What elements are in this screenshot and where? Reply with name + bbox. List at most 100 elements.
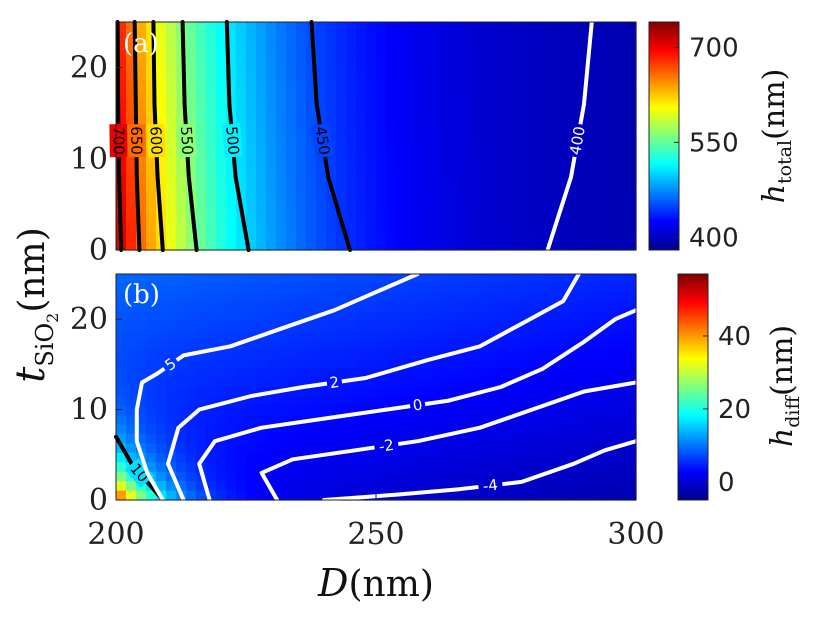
heatmap-cell — [356, 31, 367, 42]
heatmap-cell — [266, 274, 277, 285]
heatmap-cell — [296, 377, 307, 388]
heatmap-cell — [326, 424, 337, 435]
heatmap-cell — [236, 88, 247, 99]
heatmap-cell — [126, 69, 137, 80]
heatmap-cell — [306, 69, 317, 80]
heatmap-cell — [306, 396, 317, 407]
heatmap-cell — [266, 292, 277, 303]
heatmap-cell — [606, 155, 617, 166]
heatmap-cell — [426, 368, 437, 379]
heatmap-cell — [546, 349, 557, 360]
heatmap-cell — [596, 396, 607, 407]
heatmap-cell — [156, 462, 167, 473]
heatmap-cell — [626, 415, 637, 426]
heatmap-cell — [336, 292, 347, 303]
heatmap-cell — [506, 145, 517, 156]
heatmap-cell — [396, 79, 407, 90]
heatmap-cell — [236, 452, 247, 463]
heatmap-cell — [226, 358, 237, 369]
heatmap-cell — [406, 231, 417, 242]
heatmap-cell — [616, 50, 627, 61]
heatmap-cell — [436, 405, 447, 416]
heatmap-cell — [386, 145, 397, 156]
heatmap-cell — [336, 136, 347, 147]
heatmap-cell — [486, 79, 497, 90]
heatmap-cell — [266, 174, 277, 185]
heatmap-cell — [116, 155, 127, 166]
heatmap-cell — [196, 490, 207, 501]
heatmap-cell — [466, 155, 477, 166]
heatmap-cell — [336, 339, 347, 350]
heatmap-cell — [366, 424, 377, 435]
heatmap-cell — [136, 311, 147, 322]
heatmap-cell — [416, 174, 427, 185]
heatmap-cell — [386, 358, 397, 369]
heatmap-cell — [216, 88, 227, 99]
heatmap-cell — [136, 321, 147, 332]
heatmap-cell — [386, 471, 397, 482]
heatmap-cell — [456, 321, 467, 332]
heatmap-cell — [276, 274, 287, 285]
heatmap-cell — [326, 321, 337, 332]
heatmap-cell — [256, 415, 267, 426]
heatmap-cell — [486, 88, 497, 99]
heatmap-cell — [226, 231, 237, 242]
heatmap-cell — [566, 231, 577, 242]
heatmap-cell — [146, 339, 157, 350]
heatmap-cell — [606, 368, 617, 379]
heatmap-cell — [326, 126, 337, 137]
heatmap-cell — [276, 292, 287, 303]
heatmap-cell — [486, 202, 497, 213]
heatmap-cell — [206, 145, 217, 156]
heatmap-cell — [256, 452, 267, 463]
heatmap-cell — [566, 88, 577, 99]
heatmap-cell — [536, 126, 547, 137]
heatmap-cell — [376, 424, 387, 435]
heatmap-cell — [566, 98, 577, 109]
heatmap-cell — [276, 212, 287, 223]
heatmap-cell — [166, 183, 177, 194]
heatmap-cell — [426, 126, 437, 137]
heatmap-cell — [396, 212, 407, 223]
heatmap-cell — [536, 136, 547, 147]
heatmap-cell — [196, 302, 207, 313]
heatmap-cell — [136, 330, 147, 341]
heatmap-cell — [486, 377, 497, 388]
heatmap-cell — [546, 126, 557, 137]
heatmap-cell — [406, 221, 417, 232]
heatmap-cell — [506, 283, 517, 294]
heatmap-cell — [446, 202, 457, 213]
heatmap-cell — [266, 283, 277, 294]
heatmap-cell — [286, 98, 297, 109]
heatmap-cell — [576, 452, 587, 463]
heatmap-cell — [446, 377, 457, 388]
heatmap-cell — [166, 60, 177, 71]
heatmap-cell — [266, 69, 277, 80]
heatmap-cell — [606, 415, 617, 426]
heatmap-cell — [476, 98, 487, 109]
heatmap-cell — [506, 41, 517, 52]
heatmap-cell — [486, 31, 497, 42]
heatmap-cell — [556, 107, 567, 118]
heatmap-cell — [266, 311, 277, 322]
heatmap-cell — [606, 396, 617, 407]
heatmap-cell — [176, 50, 187, 61]
heatmap-cell — [306, 302, 317, 313]
heatmap-cell — [266, 50, 277, 61]
heatmap-cell — [606, 117, 617, 128]
heatmap-cell — [516, 202, 527, 213]
heatmap-cell — [186, 240, 197, 251]
heatmap-cell — [506, 358, 517, 369]
heatmap-cell — [626, 98, 637, 109]
heatmap-cell — [406, 415, 417, 426]
heatmap-cell — [316, 387, 327, 398]
heatmap-cell — [396, 240, 407, 251]
heatmap-cell — [236, 126, 247, 137]
heatmap-cell — [426, 88, 437, 99]
heatmap-cell — [606, 387, 617, 398]
y-tick-label: 10 — [70, 142, 108, 177]
heatmap-cell — [586, 321, 597, 332]
heatmap-cell — [386, 98, 397, 109]
heatmap-cell — [466, 164, 477, 175]
heatmap-cell — [356, 387, 367, 398]
